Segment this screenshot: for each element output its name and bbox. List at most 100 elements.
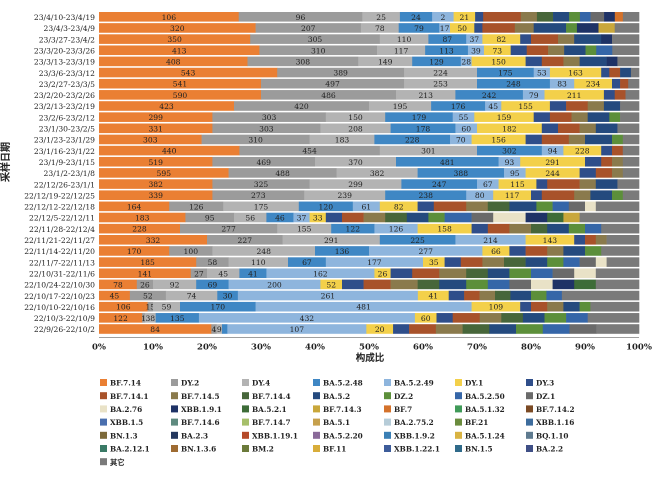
legend-label: BF.7.14.1 <box>110 392 149 401</box>
legend-swatch <box>313 392 320 400</box>
data-label: 179 <box>412 113 427 122</box>
bar-segment <box>525 168 580 178</box>
legend-label: BA.5.2.49 <box>394 379 434 388</box>
legend-label: XBB.1.9.2 <box>394 431 435 440</box>
legend-swatch <box>242 445 249 452</box>
data-label: 291 <box>545 158 560 167</box>
x-tick-label: 10% <box>143 342 163 352</box>
legend-label: BA.2.76 <box>110 405 142 414</box>
legend-swatch <box>526 392 533 400</box>
x-tick-label: 60% <box>413 342 433 352</box>
bar-segment <box>207 268 240 279</box>
data-label: 79 <box>414 24 424 33</box>
bar-segment <box>612 134 624 145</box>
bar-segment <box>471 134 526 145</box>
data-label: 299 <box>348 180 363 189</box>
bar-segment <box>374 223 418 234</box>
legend-label: BA.5.2.48 <box>323 379 363 388</box>
legend-label: DZ.2 <box>394 392 413 401</box>
bar-segment <box>620 112 640 122</box>
bar-segment <box>452 112 475 122</box>
data-label: 303 <box>262 113 277 122</box>
bar-segment <box>603 90 615 100</box>
legend-label: 其它 <box>110 458 125 467</box>
legend-swatch <box>455 445 462 452</box>
bar-segment <box>237 290 419 301</box>
bar-segment <box>483 12 522 22</box>
bar-segment <box>509 201 537 212</box>
bar-segment <box>417 223 472 234</box>
data-label: 261 <box>321 292 336 301</box>
bar-segment <box>474 112 534 122</box>
x-axis: 0% 10% 20% 30% 40% 50% 60% 70% 80% 90% 100% <box>92 337 652 352</box>
x-tick-label: 80% <box>521 342 541 352</box>
data-label: 52 <box>326 280 336 289</box>
bar-segment <box>579 212 640 223</box>
data-label: 595 <box>157 169 172 178</box>
bar-segment <box>552 268 575 279</box>
bar-segment <box>576 23 599 33</box>
bar-segment <box>250 34 381 44</box>
bar-segment <box>234 101 370 111</box>
bar-segment <box>207 235 283 245</box>
bar-segment <box>487 223 510 234</box>
data-label: 83 <box>557 80 567 89</box>
legend-swatch <box>455 392 462 400</box>
bar-segment <box>595 257 607 267</box>
legend-swatch <box>313 379 320 386</box>
bar-segment <box>563 212 580 223</box>
legend-label: DY.4 <box>252 379 270 388</box>
bar-segment <box>601 145 613 156</box>
bar-segment <box>342 212 364 223</box>
bar-segment <box>448 290 465 301</box>
legend-swatch <box>171 405 178 413</box>
bar-segment <box>255 23 362 33</box>
bar-segment <box>587 101 605 111</box>
legend-swatch <box>384 445 391 452</box>
bar-plot-area: 23/4/10-23/4/19 106 96 25 24 2 2123/4/3-23/4/9… <box>24 12 640 334</box>
data-label: 17 <box>440 24 450 33</box>
bar-segment <box>99 112 213 122</box>
legend-swatch <box>242 405 249 413</box>
bar-segment <box>620 101 640 111</box>
x-tick-label: 90% <box>575 342 595 352</box>
bar-segment <box>453 12 476 22</box>
bar-segment <box>358 56 413 67</box>
data-label: 60 <box>461 124 471 133</box>
bar-segment <box>216 324 223 334</box>
data-label: 301 <box>421 147 436 156</box>
bar-segment <box>180 223 278 234</box>
data-label: 331 <box>148 124 163 133</box>
bar-segment <box>433 201 467 212</box>
bar-segment <box>401 179 478 189</box>
data-label: 150 <box>348 113 363 122</box>
bar-segment <box>547 179 580 189</box>
bar-segment <box>99 212 186 223</box>
category-label: 23/1/23-23/1/29 <box>34 136 95 145</box>
data-label: 195 <box>393 102 408 111</box>
bar-segment <box>547 212 564 223</box>
bar-segment <box>369 101 432 111</box>
bar-segment <box>477 145 543 156</box>
bar-segment <box>574 268 597 279</box>
bar-segment <box>603 101 621 111</box>
bar-segment <box>212 156 316 167</box>
data-label: 325 <box>254 180 269 189</box>
data-label: 15 <box>145 303 155 312</box>
data-label: 228 <box>405 135 420 144</box>
bar-segment <box>362 12 401 22</box>
bar-segment <box>546 290 563 301</box>
bar-segment <box>510 45 528 56</box>
bar-segment <box>606 257 640 267</box>
bar-segment <box>412 268 440 279</box>
bar-segment <box>585 246 602 256</box>
bar-segment <box>504 257 526 267</box>
data-label: 106 <box>116 303 131 312</box>
bar-segment <box>579 257 597 267</box>
data-label: 239 <box>337 191 352 200</box>
bar-segment <box>320 123 391 134</box>
data-label: 135 <box>170 314 185 323</box>
data-label: 228 <box>575 147 590 156</box>
data-label: 66 <box>491 247 501 256</box>
